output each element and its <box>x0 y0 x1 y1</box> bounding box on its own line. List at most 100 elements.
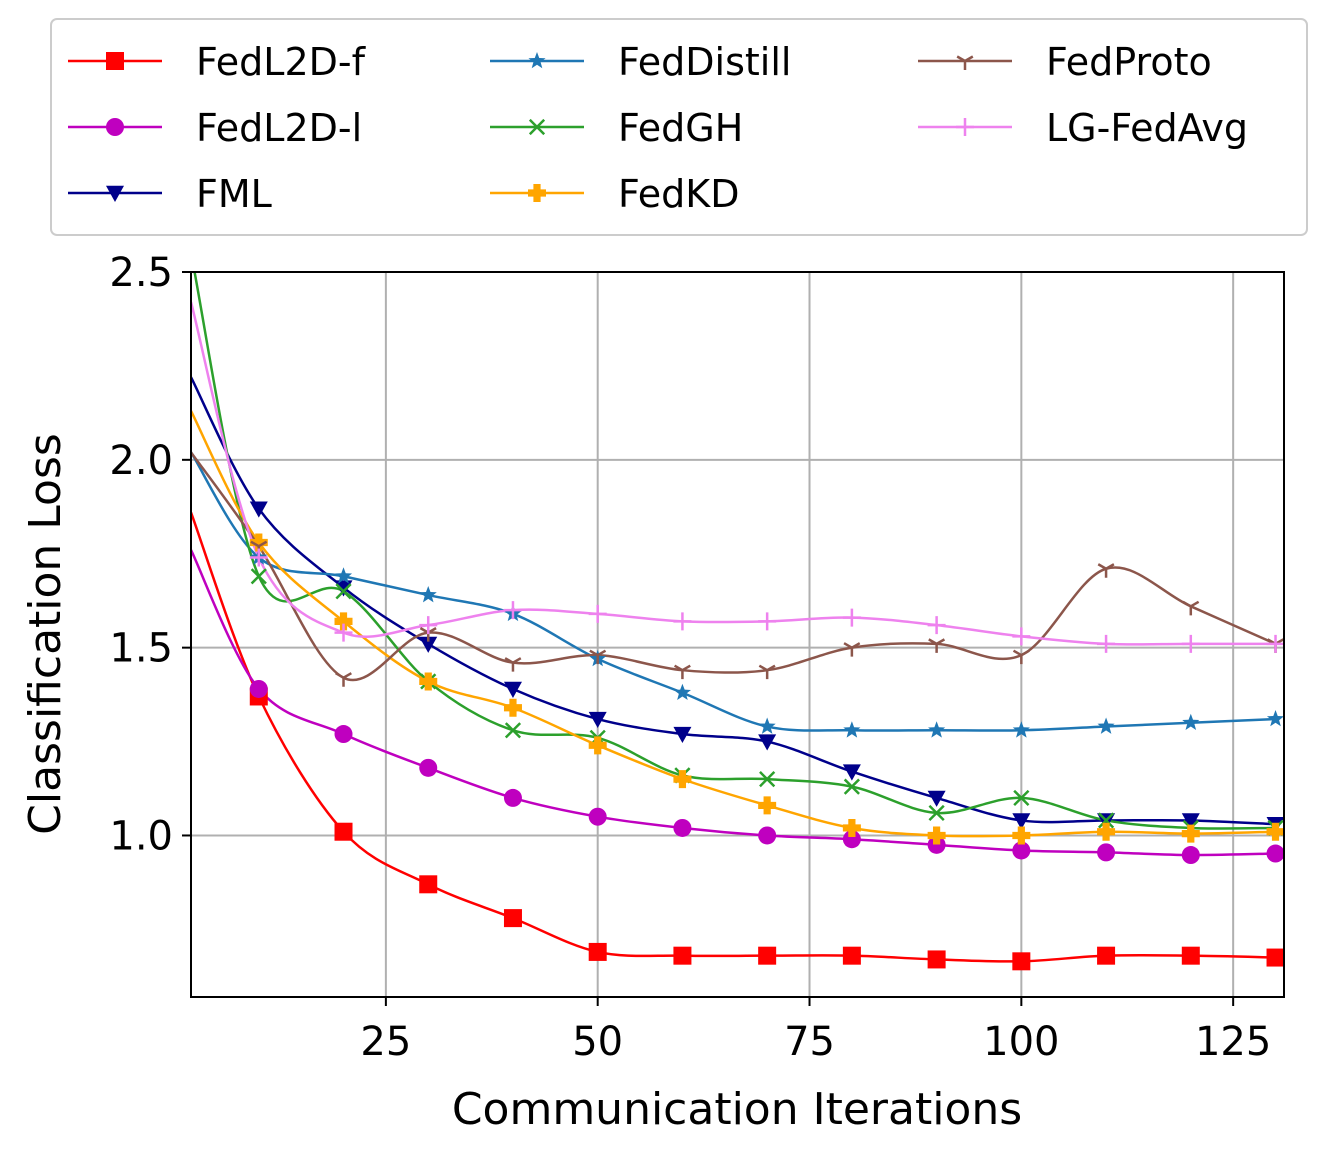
data-point <box>1097 946 1116 965</box>
data-point <box>673 770 692 789</box>
x-axis-label: Communication Iterations <box>452 1084 1022 1135</box>
data-point <box>758 717 776 734</box>
legend-box <box>50 18 1308 236</box>
data-point <box>1181 634 1200 653</box>
data-point <box>673 818 692 837</box>
data-point <box>843 721 861 738</box>
data-point <box>1266 822 1284 841</box>
data-point <box>1266 634 1284 653</box>
data-point <box>1012 721 1030 738</box>
legend-label: FedKD <box>618 172 739 216</box>
legend-label: FedProto <box>1046 40 1212 84</box>
data-point <box>503 909 522 928</box>
data-point <box>588 942 607 961</box>
data-point <box>1097 634 1116 653</box>
data-point <box>759 771 776 788</box>
data-point <box>1182 600 1200 616</box>
data-point <box>250 568 267 585</box>
legend-label: LG-FedAvg <box>1046 106 1248 150</box>
y-tick-label: 2.5 <box>109 250 173 296</box>
data-point <box>249 679 268 698</box>
data-point <box>927 950 946 969</box>
data-point <box>758 734 777 751</box>
data-point <box>927 826 946 845</box>
data-point <box>334 725 353 744</box>
data-point <box>1097 812 1115 829</box>
data-point <box>842 946 861 965</box>
data-point <box>334 567 353 584</box>
data-point <box>1181 946 1200 965</box>
data-point <box>927 790 946 807</box>
data-point <box>419 627 437 642</box>
legend-label: FedGH <box>618 106 743 150</box>
x-tick-label: 125 <box>1195 1019 1271 1065</box>
data-point <box>334 822 353 841</box>
y-tick-label: 2.0 <box>109 438 173 484</box>
legend-marker <box>956 55 974 70</box>
data-point <box>1266 844 1284 863</box>
data-point <box>419 616 438 635</box>
data-point <box>503 698 522 717</box>
legend-label: FedL2D-f <box>196 40 367 84</box>
data-point <box>1097 717 1115 734</box>
legend-marker <box>106 185 124 202</box>
data-point <box>334 612 353 631</box>
plot-frame <box>190 271 1285 998</box>
data-point <box>249 533 268 552</box>
data-point <box>1266 710 1284 727</box>
data-point <box>249 548 268 567</box>
data-point <box>503 788 522 807</box>
data-point <box>758 796 777 815</box>
data-point <box>758 826 777 845</box>
data-point <box>842 830 861 849</box>
data-point <box>673 946 692 965</box>
data-point <box>1013 789 1030 806</box>
data-point <box>673 683 691 701</box>
data-point <box>843 778 860 795</box>
data-point <box>419 875 438 894</box>
data-point <box>673 726 692 744</box>
data-point <box>843 642 861 657</box>
data-point <box>588 711 607 729</box>
legend-marker <box>528 118 546 136</box>
data-point <box>419 758 438 777</box>
data-point <box>928 804 945 822</box>
legend-marker <box>528 52 546 69</box>
data-point <box>842 608 861 627</box>
data-point <box>419 636 438 653</box>
legend-marker <box>106 52 124 70</box>
data-point <box>1182 713 1200 731</box>
y-axis-ticks: 1.0 1.5 2.0 2.5 <box>109 250 191 859</box>
data-point <box>842 764 861 781</box>
legend-label: FedL2D-l <box>196 106 362 150</box>
data-point <box>1181 813 1200 830</box>
series-line <box>191 410 1276 838</box>
data-point <box>335 583 352 600</box>
data-point <box>1266 948 1284 967</box>
x-tick-label: 100 <box>983 1019 1059 1065</box>
data-point <box>1181 824 1200 843</box>
data-point <box>673 664 691 680</box>
series-line <box>191 451 1276 732</box>
data-point <box>1012 627 1031 646</box>
y-axis-label: Classification Loss <box>20 433 71 835</box>
data-point <box>503 601 522 620</box>
data-point <box>842 818 861 837</box>
data-point <box>1097 563 1115 578</box>
data-point <box>504 722 522 739</box>
legend-marker <box>106 118 124 136</box>
data-point <box>927 616 946 635</box>
data-point <box>588 736 607 755</box>
data-point <box>504 657 522 672</box>
data-point <box>1012 649 1030 665</box>
data-point <box>1012 813 1031 830</box>
data-point <box>335 672 352 687</box>
y-tick-label: 1.5 <box>109 626 173 672</box>
data-point <box>334 580 353 597</box>
y-tick-label: 1.0 <box>109 813 173 859</box>
data-point <box>758 612 777 631</box>
legend-marker <box>528 184 546 202</box>
grid-lines <box>191 271 1284 997</box>
data-point <box>1097 822 1116 841</box>
